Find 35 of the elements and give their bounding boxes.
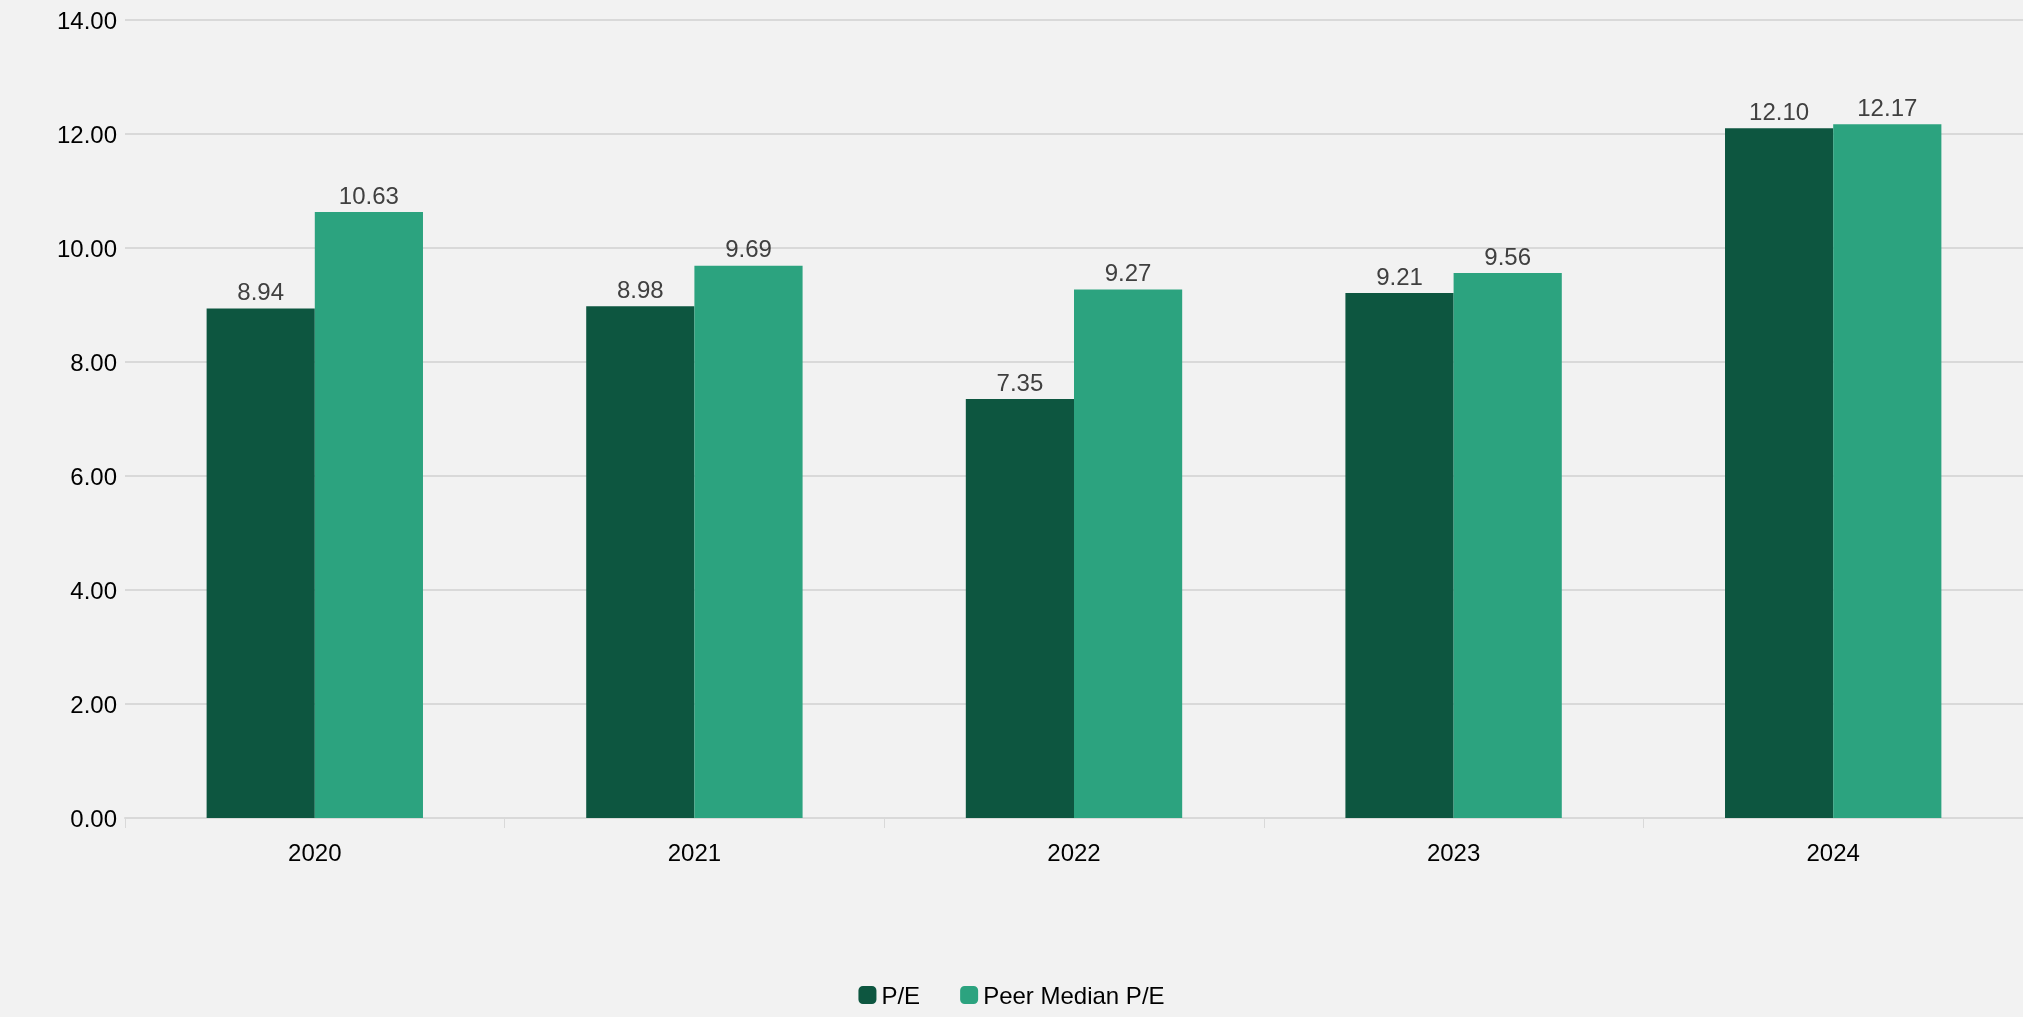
bar [314,212,423,818]
data-label: 9.27 [1104,259,1152,287]
x-tick-label: 2023 [1426,838,1481,866]
x-tick-label: 2021 [667,838,722,866]
y-tick-label: 8.00 [70,348,117,376]
x-tick-label: 2024 [1806,838,1860,866]
data-label: 9.69 [725,235,772,263]
y-tick-label: 6.00 [70,462,117,490]
bar [1074,289,1183,818]
data-label: 8.94 [237,277,285,305]
data-label: 9.56 [1484,242,1532,270]
y-tick-label: 0.00 [70,804,117,832]
legend-label: Peer Median P/E [983,981,1165,1009]
bar [1833,124,1942,818]
y-tick-label: 12.00 [56,120,117,148]
bar [1725,128,1834,818]
x-tick-label: 2022 [1047,838,1101,866]
y-tick-label: 4.00 [70,576,117,604]
data-label: 10.63 [338,181,399,209]
data-label: 9.21 [1376,262,1423,290]
data-label: 12.17 [1857,93,1918,121]
y-tick-label: 14.00 [56,6,117,34]
data-label: 8.98 [616,275,664,303]
x-tick-label: 2020 [288,838,342,866]
bar [206,308,315,818]
data-label: 12.10 [1749,97,1810,125]
data-label: 7.35 [996,368,1044,396]
bar [586,306,695,818]
y-tick-label: 2.00 [70,690,117,718]
legend-label: P/E [881,981,921,1009]
bar [1345,293,1454,818]
bar [965,399,1074,818]
bar [1453,273,1562,818]
y-tick-label: 10.00 [56,234,117,262]
bar [694,265,803,818]
